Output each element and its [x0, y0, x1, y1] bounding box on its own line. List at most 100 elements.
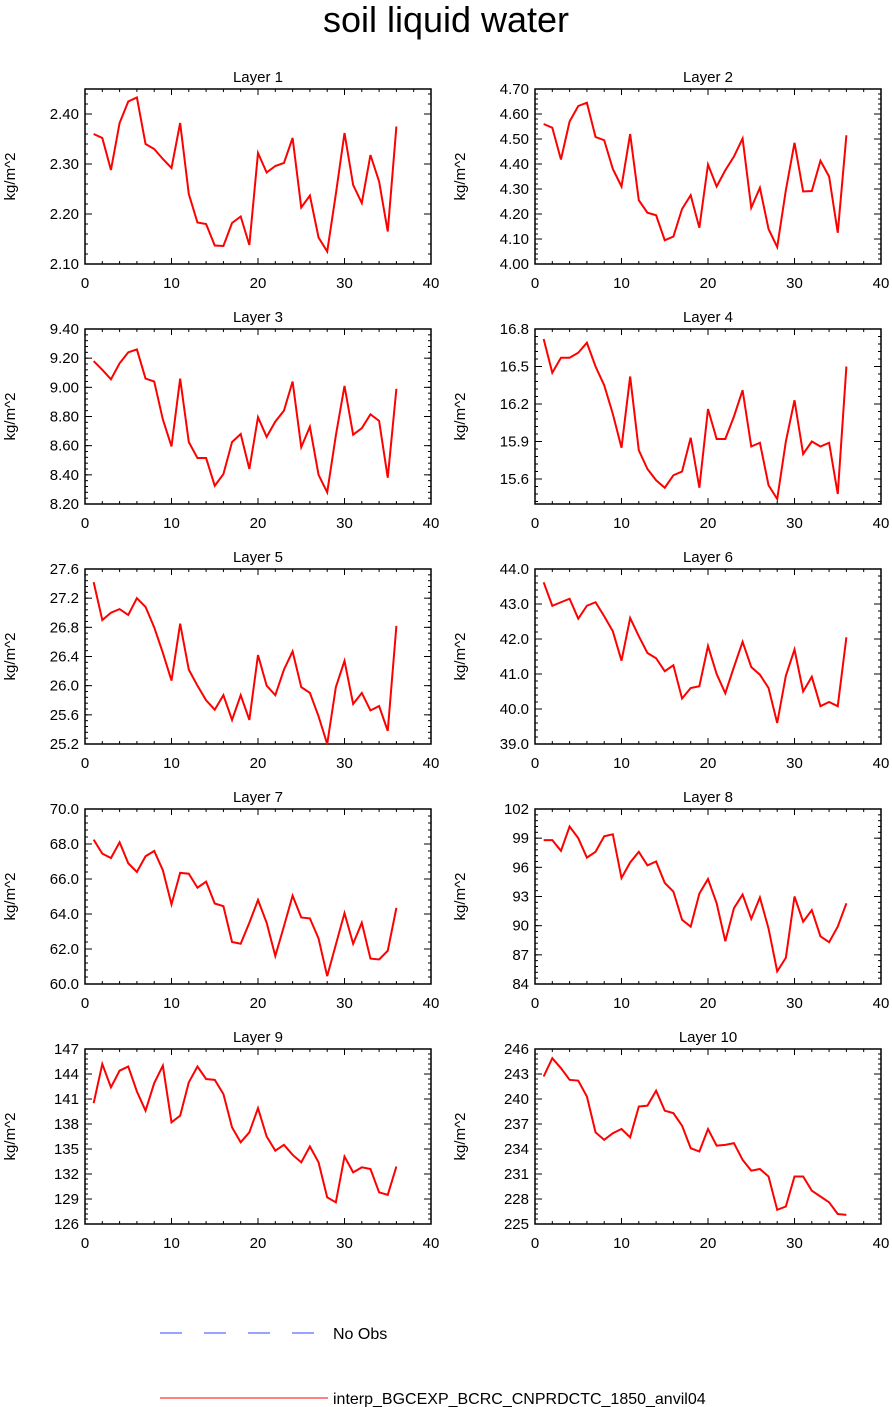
- y-tick-label: 243: [504, 1066, 529, 1083]
- y-tick-label: 138: [54, 1116, 79, 1133]
- y-tick-label: 43.0: [500, 596, 529, 613]
- y-axis-label: kg/m^2: [452, 1113, 469, 1161]
- y-tick-label: 9.20: [50, 350, 79, 367]
- series-line-layer-8: [543, 824, 848, 974]
- figure-title: soil liquid water: [322, 0, 570, 40]
- panel-title: Layer 8: [683, 789, 733, 806]
- x-tick-label: 20: [700, 1235, 717, 1252]
- legend: No Obs interp_BGCEXP_BCRC_CNPRDCTC_1850_…: [160, 1326, 706, 1407]
- panel-layer-2: Layer 2 kg/m^2 0 10 20 30 40 4.00 4.10 4.20 4.30 4.…: [452, 69, 889, 292]
- y-tick-label: 25.6: [50, 707, 79, 724]
- y-tick-label: 25.2: [50, 736, 79, 753]
- series-line-layer-3: [92, 348, 398, 496]
- x-tick-label: 20: [700, 275, 717, 292]
- x-tick-label: 40: [873, 1235, 890, 1252]
- series-line-layer-10: [542, 1056, 847, 1216]
- y-tick-label: 8.60: [50, 438, 79, 455]
- panel-title: Layer 6: [683, 549, 733, 566]
- y-tick-label: 96: [512, 859, 529, 876]
- y-tick-label: 90: [512, 918, 529, 935]
- y-tick-label: 42.0: [500, 631, 529, 648]
- y-tick-label: 26.0: [50, 678, 79, 695]
- y-tick-label: 225: [504, 1216, 529, 1233]
- y-axis-label: kg/m^2: [2, 393, 19, 441]
- panel-layer-6: Layer 6 kg/m^2 0 10 20 30 40 39.0 40.0 41.0 42.0 43…: [452, 549, 889, 772]
- x-tick-label: 0: [81, 755, 89, 772]
- y-tick-label: 129: [54, 1191, 79, 1208]
- y-axis-label: kg/m^2: [2, 633, 19, 681]
- y-tick-label: 84: [512, 976, 529, 993]
- x-tick-label: 0: [531, 755, 539, 772]
- panel-layer-1: Layer 1 kg/m^2 0 10 20 30 40 2.10 2.20 2.30 2.40: [2, 69, 439, 292]
- panel-title: Layer 7: [233, 789, 283, 806]
- series-line-layer-5: [92, 581, 398, 745]
- x-tick-label: 30: [336, 995, 353, 1012]
- panel-layer-7: Layer 7 kg/m^2 0 10 20 30 40 60.0 62.0 64.0 66.0 68…: [2, 789, 439, 1012]
- x-tick-label: 40: [873, 515, 890, 532]
- x-tick-label: 0: [81, 1235, 89, 1252]
- y-tick-label: 2.10: [50, 256, 79, 273]
- x-tick-label: 10: [613, 995, 630, 1012]
- y-tick-label: 135: [54, 1141, 79, 1158]
- y-axis-label: kg/m^2: [452, 153, 469, 201]
- panel-layer-10: Layer 10 kg/m^2 0 10 20 30 40 225 228 231 234 237 24…: [452, 1029, 889, 1252]
- x-tick-label: 30: [336, 1235, 353, 1252]
- y-tick-label: 44.0: [500, 561, 529, 578]
- plot-frame: [534, 808, 882, 985]
- x-tick-label: 0: [81, 995, 89, 1012]
- series-line-layer-1: [93, 96, 398, 255]
- x-tick-label: 10: [163, 755, 180, 772]
- y-tick-label: 26.4: [50, 649, 79, 666]
- x-tick-label: 30: [786, 995, 803, 1012]
- y-tick-label: 68.0: [50, 836, 79, 853]
- y-tick-label: 4.20: [500, 206, 529, 223]
- x-tick-label: 10: [613, 755, 630, 772]
- x-tick-label: 40: [423, 1235, 440, 1252]
- panel-layer-8: Layer 8 kg/m^2 0 10 20 30 40 84 87 90 93 96 99 102: [452, 789, 889, 1012]
- plot-frame: [534, 1048, 882, 1225]
- x-tick-label: 40: [423, 755, 440, 772]
- legend-obs: No Obs: [160, 1326, 387, 1343]
- y-tick-label: 246: [504, 1041, 529, 1058]
- y-tick-label: 66.0: [50, 871, 79, 888]
- y-axis-label: kg/m^2: [452, 393, 469, 441]
- x-tick-label: 20: [250, 275, 267, 292]
- panel-layer-4: Layer 4 kg/m^2 0 10 20 30 40 15.6 15.9 16.2 16.5 16…: [452, 309, 889, 532]
- plot-frame: [84, 808, 432, 985]
- x-tick-label: 20: [700, 515, 717, 532]
- x-tick-label: 0: [531, 1235, 539, 1252]
- x-tick-label: 40: [423, 995, 440, 1012]
- panel-title: Layer 9: [233, 1029, 283, 1046]
- x-tick-label: 10: [163, 275, 180, 292]
- y-tick-label: 87: [512, 947, 529, 964]
- y-tick-label: 4.60: [500, 106, 529, 123]
- y-tick-label: 16.8: [500, 321, 529, 338]
- y-tick-label: 4.30: [500, 181, 529, 198]
- y-tick-label: 93: [512, 889, 529, 906]
- y-axis-label: kg/m^2: [2, 873, 19, 921]
- x-tick-label: 30: [336, 515, 353, 532]
- x-tick-label: 40: [873, 995, 890, 1012]
- y-tick-label: 99: [512, 830, 529, 847]
- y-tick-label: 2.20: [50, 206, 79, 223]
- panel-layer-5: Layer 5 kg/m^2 0 10 20 30 40 25.2 25.6 26.0 26.4 26…: [2, 549, 439, 772]
- x-tick-label: 0: [531, 275, 539, 292]
- y-tick-label: 16.5: [500, 359, 529, 376]
- y-tick-label: 15.9: [500, 434, 529, 451]
- y-tick-label: 60.0: [50, 976, 79, 993]
- y-tick-label: 8.40: [50, 467, 79, 484]
- legend-model: interp_BGCEXP_BCRC_CNPRDCTC_1850_anvil04: [160, 1391, 706, 1407]
- y-tick-label: 9.00: [50, 379, 79, 396]
- y-tick-label: 40.0: [500, 701, 529, 718]
- x-tick-label: 30: [336, 755, 353, 772]
- y-tick-label: 4.70: [500, 81, 529, 98]
- x-tick-label: 10: [613, 275, 630, 292]
- series-line-layer-4: [542, 338, 848, 502]
- y-tick-label: 62.0: [50, 941, 79, 958]
- y-axis-label: kg/m^2: [452, 633, 469, 681]
- legend-model-label: interp_BGCEXP_BCRC_CNPRDCTC_1850_anvil04: [333, 1391, 706, 1407]
- y-tick-label: 16.2: [500, 396, 529, 413]
- series-line-layer-7: [92, 839, 398, 977]
- x-tick-label: 20: [700, 755, 717, 772]
- x-tick-label: 20: [700, 995, 717, 1012]
